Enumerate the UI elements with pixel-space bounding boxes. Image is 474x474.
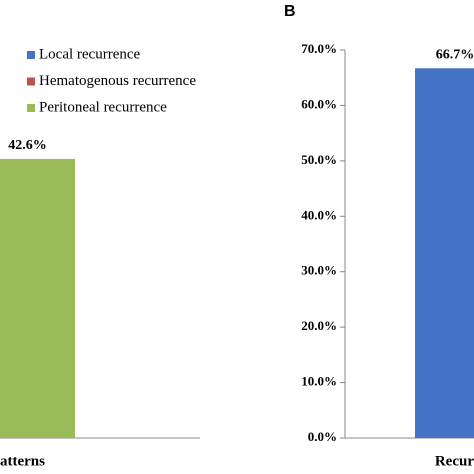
legend-label: Peritoneal recurrence <box>39 99 167 115</box>
legend-swatch <box>27 77 35 86</box>
y-tick-label: 60.0% <box>301 96 337 111</box>
legend-swatch <box>27 104 35 112</box>
bar <box>0 158 75 438</box>
y-tick-label: 0.0% <box>308 429 337 444</box>
y-tick-label: 40.0% <box>301 207 337 222</box>
y-tick-label: 30.0% <box>301 263 337 278</box>
value-label: 42.6% <box>8 138 47 153</box>
x-tick-label: Recur <box>435 453 474 469</box>
legend-swatch <box>27 51 35 59</box>
x-tick-label: atterns <box>0 453 45 469</box>
legend-label: Local recurrence <box>39 46 141 62</box>
y-tick-label: 50.0% <box>301 152 337 167</box>
y-tick-label: 20.0% <box>301 318 337 333</box>
panel-label: B <box>284 3 296 20</box>
y-tick-label: 10.0% <box>301 374 337 389</box>
legend-label: Hematogenous recurrence <box>39 73 196 89</box>
bar <box>415 68 474 438</box>
value-label: 66.7% <box>436 48 474 63</box>
y-tick-label: 70.0% <box>301 41 337 56</box>
